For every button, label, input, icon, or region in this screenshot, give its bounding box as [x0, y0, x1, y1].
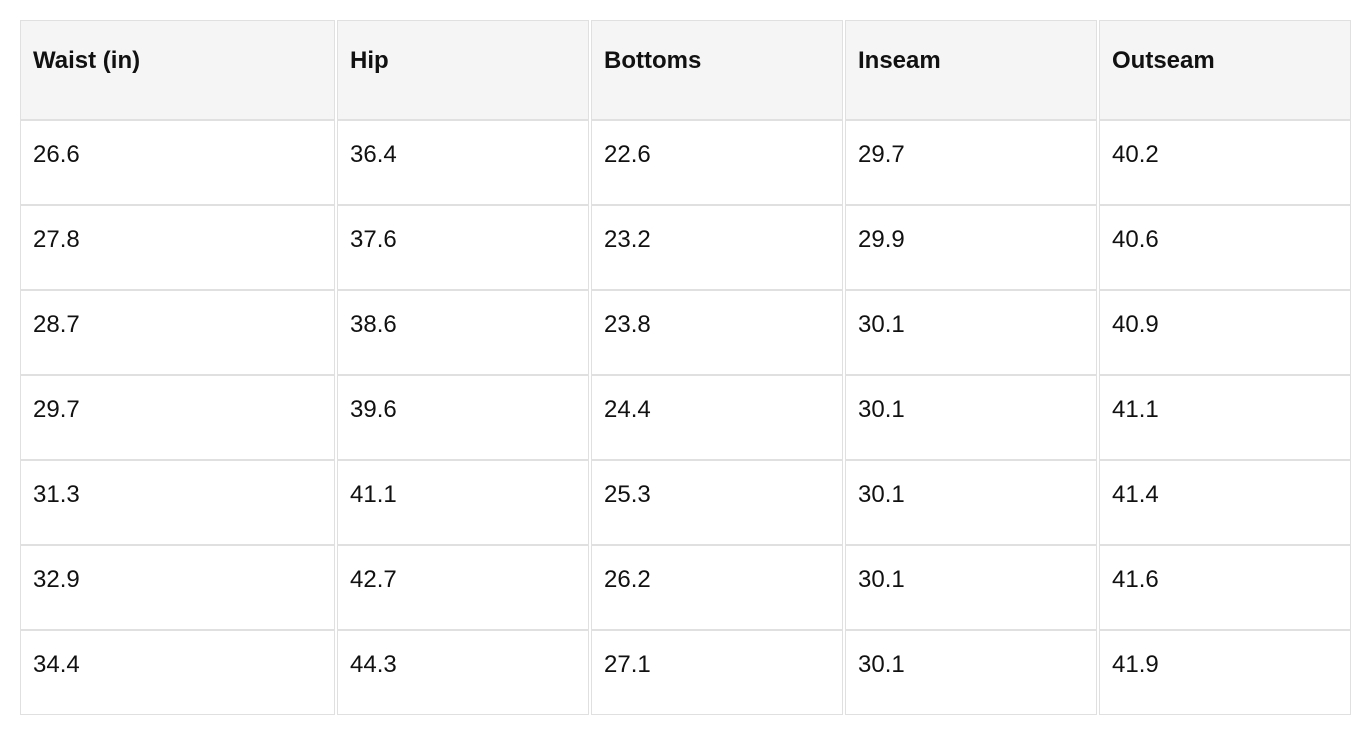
table-cell: 40.9	[1099, 290, 1351, 375]
table-cell: 42.7	[337, 545, 589, 630]
table-cell: 41.1	[337, 460, 589, 545]
table-cell: 29.7	[20, 375, 335, 460]
table-cell: 23.8	[591, 290, 843, 375]
table-cell: 22.6	[591, 120, 843, 205]
table-cell: 27.1	[591, 630, 843, 715]
table-cell: 41.1	[1099, 375, 1351, 460]
table-cell: 40.2	[1099, 120, 1351, 205]
table-cell: 31.3	[20, 460, 335, 545]
table-cell: 41.6	[1099, 545, 1351, 630]
table-cell: 29.7	[845, 120, 1097, 205]
header-cell: Inseam	[845, 20, 1097, 120]
table-cell: 30.1	[845, 460, 1097, 545]
table-cell: 36.4	[337, 120, 589, 205]
table-cell: 25.3	[591, 460, 843, 545]
header-cell: Hip	[337, 20, 589, 120]
table-cell: 30.1	[845, 545, 1097, 630]
table-cell: 34.4	[20, 630, 335, 715]
table-cell: 38.6	[337, 290, 589, 375]
header-cell: Bottoms	[591, 20, 843, 120]
header-cell: Waist (in)	[20, 20, 335, 120]
table-cell: 24.4	[591, 375, 843, 460]
table-cell: 44.3	[337, 630, 589, 715]
table-cell: 30.1	[845, 290, 1097, 375]
table-cell: 28.7	[20, 290, 335, 375]
table-cell: 32.9	[20, 545, 335, 630]
table-cell: 41.4	[1099, 460, 1351, 545]
table-cell: 29.9	[845, 205, 1097, 290]
table-cell: 39.6	[337, 375, 589, 460]
table-cell: 30.1	[845, 630, 1097, 715]
table-cell: 37.6	[337, 205, 589, 290]
table-cell: 23.2	[591, 205, 843, 290]
table-cell: 26.6	[20, 120, 335, 205]
header-cell: Outseam	[1099, 20, 1351, 120]
table-cell: 30.1	[845, 375, 1097, 460]
table-cell: 27.8	[20, 205, 335, 290]
table-cell: 41.9	[1099, 630, 1351, 715]
table-cell: 40.6	[1099, 205, 1351, 290]
table-cell: 26.2	[591, 545, 843, 630]
